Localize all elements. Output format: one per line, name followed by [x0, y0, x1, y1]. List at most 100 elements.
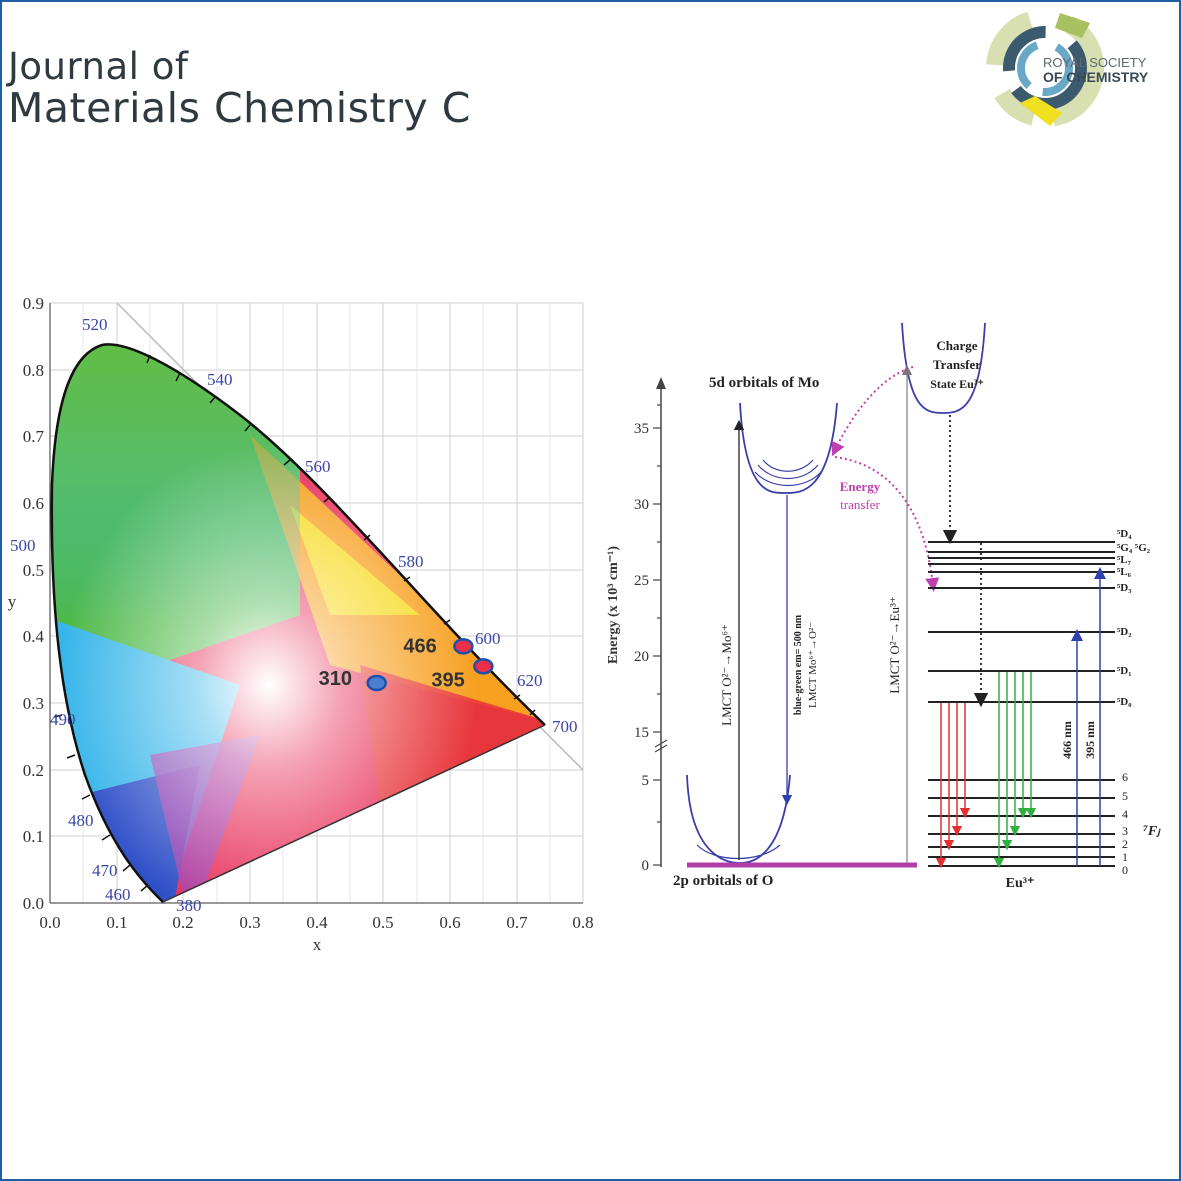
- level-label: ⁵D₄: [1117, 528, 1132, 540]
- wavelength-label: 500: [10, 536, 36, 555]
- energy-y-label: Energy (x 10³ cm⁻¹): [606, 546, 621, 664]
- f-level-labels: 6 5 4 3 2 1 0: [1122, 770, 1128, 877]
- cie-point-label-466: 466: [403, 635, 436, 657]
- wavelength-label: 580: [398, 552, 424, 571]
- cie-wavelength-labels: 520 540 560 580 600 620 700 500 490 480 …: [10, 315, 578, 915]
- f-level: 2: [1122, 837, 1128, 851]
- x-tick: 0.0: [39, 913, 60, 932]
- y-tick: 30: [634, 497, 649, 513]
- o-2p-label: 2p orbitals of O: [673, 873, 773, 889]
- wavelength-label: 700: [552, 717, 578, 736]
- lmct-eu-label: LMCT O²⁻→Eu³⁺: [887, 596, 902, 693]
- wavelength-label: 520: [82, 315, 108, 334]
- y-tick: 0.1: [23, 827, 44, 846]
- level-label: ⁵D₂: [1117, 626, 1132, 638]
- x-tick: 0.4: [306, 913, 328, 932]
- mo-5d-parabola: [739, 402, 838, 494]
- mo-5d-label: 5d orbitals of Mo: [709, 375, 819, 391]
- y-tick: 35: [634, 421, 649, 437]
- lmct-mo-label: LMCT O²⁻→Mo⁶⁺: [719, 624, 734, 726]
- energy-y-ticks: 35 30 25 20 15 5 0: [634, 421, 649, 874]
- y-tick: 20: [634, 649, 649, 665]
- y-tick: 0.5: [23, 561, 44, 580]
- y-tick: 0.8: [23, 361, 44, 380]
- f-level: 5: [1122, 789, 1128, 803]
- cie-point-466: [453, 638, 474, 655]
- level-label: ⁵L₆: [1117, 566, 1132, 578]
- f-level: 1: [1122, 850, 1128, 864]
- publisher-name: ROYAL SOCIETY OF CHEMISTRY: [1043, 55, 1148, 85]
- cie-color-gamut: [51, 344, 546, 903]
- wavelength-label: 470: [92, 861, 118, 880]
- x-tick: 0.1: [106, 913, 127, 932]
- y-tick: 15: [634, 725, 649, 741]
- y-tick: 0.2: [23, 761, 44, 780]
- x-tick: 0.5: [372, 913, 393, 932]
- eu-levels: [928, 541, 1115, 867]
- ct-label-2: Transfer: [933, 357, 981, 372]
- wavelength-label: 460: [105, 885, 131, 904]
- wavelength-label: 480: [68, 811, 94, 830]
- level-label: ⁵D₃: [1117, 582, 1132, 594]
- rsc-logo-icon: [986, 9, 1104, 127]
- x-tick: 0.7: [506, 913, 528, 932]
- cie-diagram: 0.0 0.1 0.2 0.3 0.4 0.5 0.6 0.7 0.8 0.9 …: [8, 294, 594, 954]
- bluegreen-label-2: LMCT Mo⁶⁺→O²⁻: [807, 622, 819, 708]
- charge-transfer-parabola: [901, 322, 986, 414]
- x-tick: 0.2: [172, 913, 193, 932]
- wavelength-label: 490: [50, 710, 76, 729]
- y-tick: 25: [634, 573, 649, 589]
- x-tick: 0.8: [572, 913, 593, 932]
- wavelength-label: 560: [305, 457, 331, 476]
- energy-level-diagram: 35 30 25 20 15 5 0 Energy (x 10³ cm⁻¹) 2…: [606, 322, 1161, 891]
- y-tick: 0.6: [23, 494, 44, 513]
- f-level: 0: [1122, 863, 1128, 877]
- x-tick: 0.3: [239, 913, 260, 932]
- nm466-label: 466 nm: [1060, 721, 1074, 759]
- publisher-line1: ROYAL SOCIETY: [1043, 55, 1147, 70]
- spectral-locus: [50, 343, 546, 903]
- purple-line: [162, 724, 546, 903]
- red-emission-arrows: [935, 703, 971, 869]
- ct-label-3: State Eu³⁺: [930, 377, 984, 391]
- f-level: 3: [1122, 824, 1128, 838]
- journal-title-line2: Materials Chemistry C: [8, 83, 471, 132]
- journal-title: Journal of Materials Chemistry C: [8, 45, 471, 132]
- cie-point-label-395: 395: [431, 669, 464, 691]
- wavelength-label: 380: [176, 896, 202, 915]
- ct-label-1: Charge: [936, 338, 977, 353]
- y-tick: 0.3: [23, 694, 44, 713]
- level-label: ⁵D₁: [1117, 665, 1132, 677]
- level-label: ⁵L₇: [1117, 554, 1132, 566]
- cie-x-label: x: [313, 935, 322, 954]
- cie-x-ticks: 0.0 0.1 0.2 0.3 0.4 0.5 0.6 0.7 0.8: [39, 913, 593, 932]
- wavelength-label: 600: [475, 629, 501, 648]
- nm395-label: 395 nm: [1083, 721, 1097, 759]
- level-label: ⁵G₄ ⁵G₂: [1117, 542, 1151, 554]
- x-tick: 0.6: [439, 913, 460, 932]
- energy-transfer-label-2: transfer: [840, 497, 880, 512]
- cie-point-395: [473, 658, 494, 675]
- f-level: 4: [1122, 807, 1128, 821]
- y-tick: 0.4: [23, 627, 45, 646]
- fj-label: ⁷Fⱼ: [1143, 824, 1161, 839]
- cie-y-label: y: [8, 592, 17, 611]
- cie-y-ticks: 0.0 0.1 0.2 0.3 0.4 0.5 0.6 0.7 0.8 0.9: [23, 294, 45, 913]
- eu-label: Eu³⁺: [1006, 876, 1035, 891]
- energy-transfer-arrow-down: [834, 456, 940, 592]
- wavelength-label: 540: [207, 370, 233, 389]
- y-tick: 0.9: [23, 294, 44, 313]
- publisher-line2: OF CHEMISTRY: [1043, 69, 1149, 85]
- wavelength-label: 620: [517, 671, 543, 690]
- cie-points: 310 466 395: [319, 635, 494, 692]
- green-emission-arrows: [993, 672, 1037, 869]
- eu-level-labels: ⁵D₄ ⁵G₄ ⁵G₂ ⁵L₇ ⁵L₆ ⁵D₃ ⁵D₂ ⁵D₁ ⁵D₀: [1117, 528, 1151, 708]
- cie-point-310: [366, 674, 387, 692]
- journal-title-line1: Journal of: [8, 45, 189, 88]
- bluegreen-label-1: blue-green em= 500 nm: [793, 614, 804, 715]
- y-tick: 5: [642, 773, 650, 789]
- energy-transfer-arrow-up: [831, 366, 914, 457]
- f-level: 6: [1122, 770, 1128, 784]
- level-label: ⁵D₀: [1117, 696, 1132, 708]
